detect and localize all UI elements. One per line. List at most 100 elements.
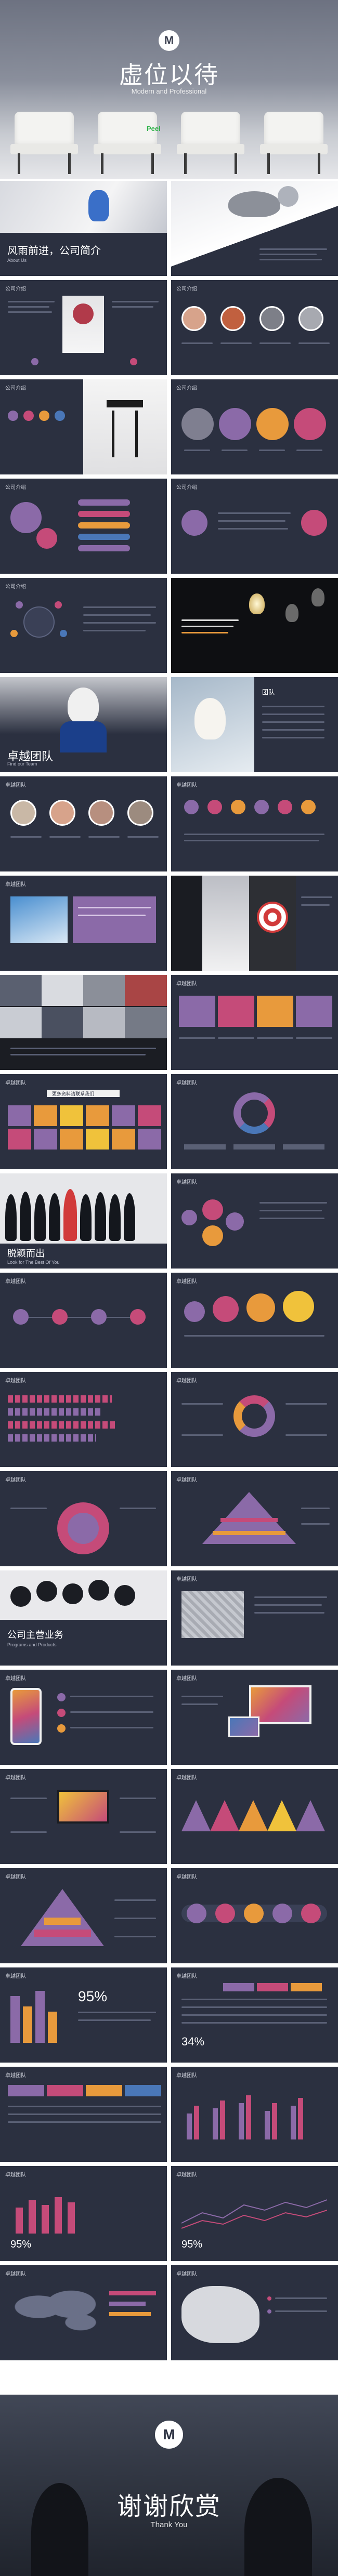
slide-header: 卓越团队 (176, 1874, 197, 1880)
slide-team-photos: 卓越团队 (0, 776, 167, 871)
circle-step (219, 408, 251, 440)
slide-linked-nodes: 卓越团队 (0, 1273, 167, 1368)
slide-price-table: 卓越团队 (0, 2067, 167, 2162)
bulb-image (249, 593, 265, 614)
slide-header: 公司介绍 (176, 386, 197, 391)
slide-header: 公司介绍 (5, 286, 26, 292)
slide-header: 卓越团队 (5, 1477, 26, 1483)
chair-image (10, 112, 78, 174)
slide-subtitle: Programs and Products (7, 1642, 57, 1647)
slide-title: 脱颖而出 (7, 1248, 45, 1259)
hourglass-photo (202, 876, 249, 971)
slide-fish-image (171, 181, 338, 276)
slide-header: 卓越团队 (176, 1974, 197, 1979)
slide-hourglass (171, 876, 338, 971)
slide-header: 卓越团队 (5, 1378, 26, 1384)
slide-subtitle: Look for The Best Of You (7, 1260, 60, 1265)
slide-subtitle: About Us (7, 258, 27, 263)
slide-intro-photo: 公司介绍 (0, 280, 167, 375)
brand-logo: M (159, 30, 179, 51)
slide-bulbs (171, 578, 338, 673)
slide-header: 卓越团队 (5, 1676, 26, 1682)
chair-image (94, 112, 161, 174)
slide-header: 卓越团队 (5, 1080, 26, 1086)
slide-header: 卓越团队 (5, 2073, 26, 2079)
photo-circle (259, 306, 284, 331)
slide-team-bulb: 团队 (171, 677, 338, 772)
slide-radial: 公司介绍 (0, 578, 167, 673)
circle-step (294, 408, 326, 440)
slide-vertical-bars: 卓越团队 95% (0, 1967, 167, 2063)
slide-product-image: 卓越团队 (171, 1570, 338, 1666)
slide-team-cover: 卓越团队 Find our Team (0, 677, 167, 772)
slide-subtitle: Find our Team (7, 761, 37, 767)
banner-text: 更多资料请联系我们 (52, 1091, 95, 1097)
slide-header: 卓越团队 (176, 2271, 197, 2277)
slide-header: 卓越团队 (176, 1180, 197, 1185)
slide-header: 卓越团队 (5, 2271, 26, 2277)
slide-header: 卓越团队 (176, 2172, 197, 2178)
slide-header: 卓越团队 (176, 1775, 197, 1781)
slide-bar-stat: 卓越团队 95% (0, 2166, 167, 2261)
cover-subtitle: Modern and Professional (131, 87, 207, 95)
china-map (181, 2286, 259, 2343)
slide-photo-grid (0, 975, 167, 1070)
slide-icon-circles: 卓越团队 (171, 1273, 338, 1368)
slide-header: 卓越团队 (5, 882, 26, 888)
circle-step (181, 408, 214, 440)
slide-header: 卓越团队 (5, 1775, 26, 1781)
slide-feature-table: 卓越团队 (171, 975, 338, 1070)
slide-header: 卓越团队 (5, 2172, 26, 2178)
slide-triangles: 卓越团队 (171, 1769, 338, 1864)
thanks-subtitle: Thank You (150, 2520, 188, 2529)
slide-header: 卓越团队 (176, 2073, 197, 2079)
brand-watermark: Peel (147, 125, 161, 133)
suit-photo (171, 876, 202, 971)
slide-title: 风雨前进，公司简介 (7, 244, 101, 257)
brand-logo: M (155, 2421, 183, 2449)
slide-world-map: 卓越团队 (0, 2265, 167, 2360)
cover-slide: M 虚位以待 Modern and Professional Peel (0, 0, 338, 179)
slide-header: 卓越团队 (176, 783, 197, 788)
slide-hand-photo: 卓越团队 (0, 876, 167, 971)
monitor-mockup (249, 1685, 311, 1724)
slide-quad-diagram: 卓越团队 (171, 1372, 338, 1467)
slide-china-map: 卓越团队 (171, 2265, 338, 2360)
fish-image (278, 186, 298, 207)
slide-header: 公司介绍 (5, 485, 26, 491)
slide-people-chart: 卓越团队 (0, 1372, 167, 1467)
dominoes-image (0, 181, 167, 233)
tablet-mockup (228, 1716, 259, 1737)
figure-image (88, 190, 109, 221)
stat-percent: 95% (78, 1988, 108, 2004)
slide-title: 卓越团队 (7, 750, 54, 763)
cover-title: 虚位以待 (119, 61, 219, 89)
thank-you-slide: M 谢谢欣赏 Thank You (0, 2395, 338, 2576)
fish-image (228, 191, 280, 217)
slide-director-chair: 公司介绍 (0, 379, 167, 474)
slide-header: 卓越团队 (5, 1874, 26, 1880)
chair-image (260, 112, 328, 174)
slide-color-circles: 公司介绍 (171, 379, 338, 474)
slide-header: 卓越团队 (176, 1378, 197, 1384)
director-chair-image (83, 379, 167, 474)
slide-line-chart: 卓越团队 95% (171, 2166, 338, 2261)
clock-image (73, 303, 94, 324)
slide-header: 卓越团队 (176, 1676, 197, 1682)
slide-silhouettes: 脱颖而出 Look for The Best Of You (0, 1173, 167, 1269)
slide-header: 卓越团队 (176, 981, 197, 987)
slide-header: 卓越团队 (5, 1974, 26, 1979)
slide-header: 卓越团队 (176, 1279, 197, 1285)
circle-main (10, 502, 42, 533)
slide-header: 公司介绍 (176, 286, 197, 292)
slide-header: 卓越团队 (5, 783, 26, 788)
slide-header: 卓越团队 (176, 1080, 197, 1086)
slide-data-table: 卓越团队 34% (171, 1967, 338, 2063)
slide-header: 卓越团队 (176, 1477, 197, 1483)
tools-photo (181, 1591, 244, 1638)
laptop-mockup (57, 1790, 109, 1824)
chair-image (177, 112, 244, 174)
slide-bubble-list: 公司介绍 (0, 479, 167, 574)
world-map (10, 2286, 104, 2338)
slide-devices: 卓越团队 (171, 1670, 338, 1765)
